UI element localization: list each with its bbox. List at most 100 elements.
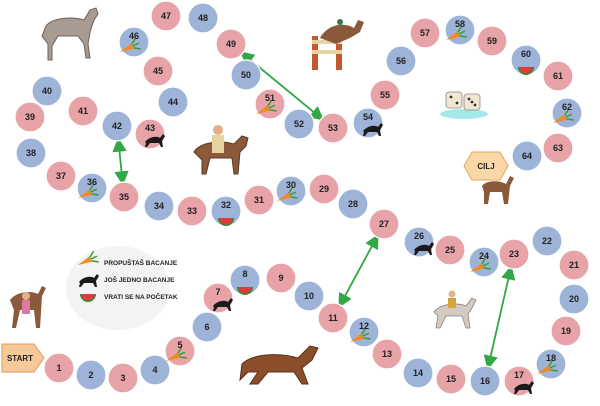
board-cell-53: 53 xyxy=(317,112,349,144)
cell-number: 6 xyxy=(204,322,209,332)
horse-icon xyxy=(145,134,165,147)
board-cell-42: 42 xyxy=(101,110,133,142)
cell-number: 26 xyxy=(414,231,424,241)
cell-number: 55 xyxy=(380,90,390,100)
carrot-icon xyxy=(120,37,141,52)
cell-number: 49 xyxy=(226,39,236,49)
cell-number: 52 xyxy=(294,119,304,129)
board-cell-17: 17 xyxy=(503,365,535,397)
watermelon-icon xyxy=(80,294,96,302)
board-cell-55: 55 xyxy=(369,79,401,111)
dice-icon xyxy=(440,91,488,119)
cell-number: 33 xyxy=(187,206,197,216)
cell-number: 44 xyxy=(168,97,178,107)
cell-number: 57 xyxy=(420,28,430,38)
board-cell-28: 28 xyxy=(337,188,369,220)
cell-number: 24 xyxy=(479,251,489,261)
cell-number: 34 xyxy=(154,201,164,211)
board-cell-6: 6 xyxy=(191,311,223,343)
board-cell-44: 44 xyxy=(157,86,189,118)
cell-number: 3 xyxy=(120,373,125,383)
carrot-icon xyxy=(277,186,298,201)
board-cell-41: 41 xyxy=(67,95,99,127)
horse-icon xyxy=(363,123,383,136)
board-cell-21: 21 xyxy=(558,249,590,281)
cell-number: 8 xyxy=(242,269,247,279)
legend-label: JOŠ JEDNO BACANJE xyxy=(104,275,175,284)
cell-number: 48 xyxy=(198,13,208,23)
board-cell-27: 27 xyxy=(368,208,400,240)
carrot-icon xyxy=(553,108,574,123)
horse-with-rider-illustration xyxy=(433,290,477,329)
goal-label: CILJ xyxy=(477,162,494,171)
board-cell-23: 23 xyxy=(498,238,530,270)
board-cell-45: 45 xyxy=(142,55,174,87)
cell-number: 59 xyxy=(487,36,497,46)
board-cell-32: 32 xyxy=(210,195,242,227)
cell-number: 56 xyxy=(396,56,406,66)
board-cell-59: 59 xyxy=(476,25,508,57)
board-cell-16: 16 xyxy=(469,365,501,397)
board-cell-1: 1 xyxy=(43,352,75,384)
carrot-icon xyxy=(78,250,99,265)
board-cell-61: 61 xyxy=(542,60,574,92)
cell-number: 25 xyxy=(445,245,455,255)
cell-number: 29 xyxy=(319,184,329,194)
cell-number: 62 xyxy=(562,102,572,112)
cell-number: 53 xyxy=(328,123,338,133)
horse-icon xyxy=(514,381,534,394)
cell-number: 10 xyxy=(304,291,314,301)
horse-icon xyxy=(79,274,99,287)
board-cell-34: 34 xyxy=(143,190,175,222)
board-cell-10: 10 xyxy=(293,280,325,312)
shortcut-arrow-16-23 xyxy=(483,265,516,370)
board-cell-63: 63 xyxy=(542,132,574,164)
start-marker: START xyxy=(1,343,45,373)
cell-number: 42 xyxy=(112,121,122,131)
board-cell-25: 25 xyxy=(434,234,466,266)
cell-number: 5 xyxy=(177,340,182,350)
board-cell-24: 24 xyxy=(468,246,500,278)
cell-number: 32 xyxy=(221,200,231,210)
cell-number: 61 xyxy=(553,71,563,81)
shortcut-arrow-35-42 xyxy=(112,137,129,186)
cell-number: 35 xyxy=(119,192,129,202)
cell-number: 58 xyxy=(455,19,465,29)
cell-number: 51 xyxy=(265,93,275,103)
cell-number: 14 xyxy=(413,368,423,378)
cell-number: 7 xyxy=(215,287,220,297)
shortcut-arrow-11-27 xyxy=(338,234,379,308)
cell-number: 15 xyxy=(446,374,456,384)
carrot-icon xyxy=(350,327,371,342)
carrot-icon xyxy=(256,99,277,114)
board-cell-29: 29 xyxy=(308,173,340,205)
horse-icon xyxy=(414,242,434,255)
cell-number: 12 xyxy=(359,321,369,331)
cell-number: 54 xyxy=(363,112,373,122)
cell-number: 37 xyxy=(56,171,66,181)
cell-number: 45 xyxy=(153,66,163,76)
board-cell-46: 46 xyxy=(118,26,150,58)
cell-number: 46 xyxy=(129,31,139,41)
board-cell-56: 56 xyxy=(385,45,417,77)
cell-number: 17 xyxy=(514,370,524,380)
cell-number: 22 xyxy=(542,236,552,246)
board-cell-9: 9 xyxy=(265,262,297,294)
cell-number: 28 xyxy=(348,199,358,209)
goal-marker: CILJ xyxy=(463,151,509,181)
cell-number: 64 xyxy=(522,151,532,161)
galloping-horse-illustration xyxy=(239,345,319,385)
cell-number: 63 xyxy=(553,143,563,153)
board-cell-26: 26 xyxy=(403,226,435,258)
board-cell-37: 37 xyxy=(45,160,77,192)
board-cell-57: 57 xyxy=(409,17,441,49)
board-cell-50: 50 xyxy=(230,59,262,91)
legend-item: PROPUŠTAŠ BACANJE xyxy=(78,250,178,267)
board-cell-47: 47 xyxy=(150,0,182,32)
cell-number: 2 xyxy=(88,370,93,380)
board-cell-19: 19 xyxy=(550,315,582,347)
cell-number: 50 xyxy=(241,70,251,80)
carrot-icon xyxy=(166,346,187,361)
cell-number: 11 xyxy=(328,313,338,323)
